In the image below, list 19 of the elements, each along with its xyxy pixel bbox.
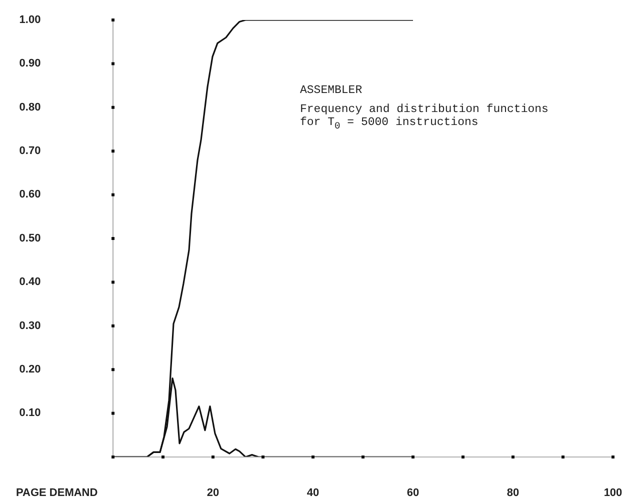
annotation: for T$_{0}$ = 5000 instructions	[300, 116, 480, 132]
y-tick-label: 0.40	[19, 276, 41, 288]
y-tick-label: 0.30	[19, 320, 41, 332]
y-tick-label: 0.80	[19, 101, 41, 114]
annotation: Frequency and distribution functions	[300, 103, 548, 116]
y-tick-label: 0.60	[19, 188, 41, 201]
x-tick-label: 40	[306, 487, 320, 499]
y-tick-label: 0.10	[19, 407, 41, 420]
x-tick-label: 60	[406, 487, 420, 499]
x-axis-title: PAGE DEMAND	[16, 487, 98, 499]
x-tick-label: 80	[506, 487, 520, 499]
y-tick-label: 0.20	[19, 364, 41, 376]
y-tick-label: 0.90	[19, 58, 41, 70]
x-tick-label: 100	[604, 487, 622, 499]
x-tick-label: 20	[206, 487, 220, 499]
y-tick-label: 1.00	[19, 14, 41, 26]
annotation: ASSEMBLER	[300, 84, 364, 97]
y-tick-label: 0.50	[19, 232, 41, 244]
y-tick-label: 0.70	[19, 145, 41, 158]
